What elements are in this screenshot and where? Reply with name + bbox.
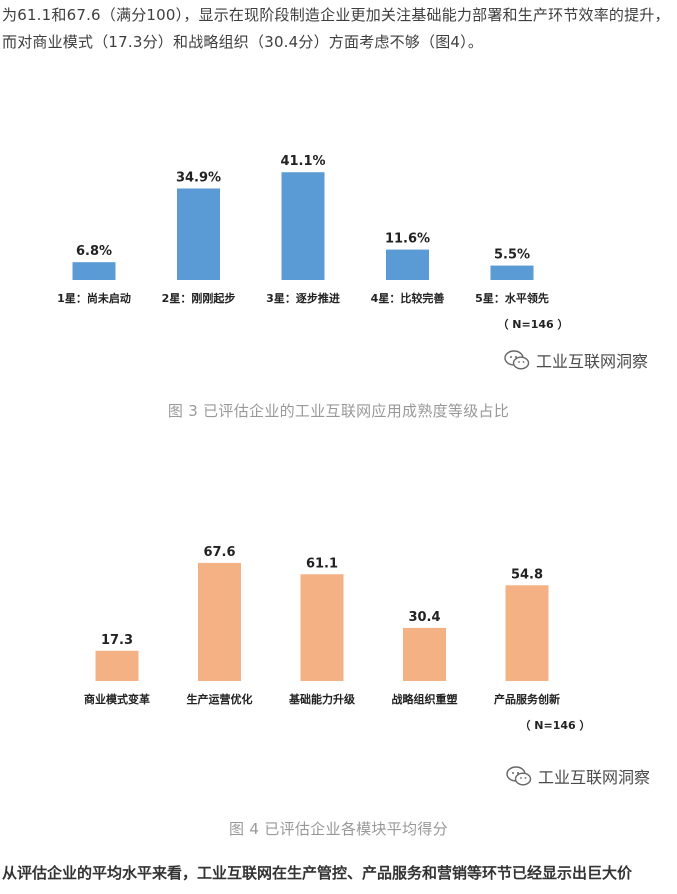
data-label: 11.6% <box>385 232 430 247</box>
category-label: 生产运营优化 <box>187 692 253 706</box>
chart-bar <box>490 265 534 280</box>
chart-bar <box>403 627 446 681</box>
chart-bar <box>300 574 344 681</box>
category-label: 1星：尚未启动 <box>57 291 131 305</box>
category-label: 战略组织重塑 <box>392 692 458 706</box>
data-label: 54.8 <box>511 567 543 582</box>
sample-size-note: （ N=146 ） <box>497 318 568 331</box>
data-label: 17.3 <box>101 633 133 648</box>
chart-bar <box>505 585 549 681</box>
chart-bar <box>281 172 325 280</box>
watermark-figure-3: 工业互联网洞察 <box>504 348 648 372</box>
data-label: 30.4 <box>408 610 440 625</box>
figure-4-caption: 图 4 已评估企业各模块平均得分 <box>229 820 448 838</box>
bottom-paragraph: 从评估企业的平均水平来看，工业互联网在生产管控、产品服务和营销等环节已经显示出巨… <box>2 864 633 882</box>
category-label: 商业模式变革 <box>84 692 150 706</box>
top-paragraph: 为61.1和67.6（满分100），显示在现阶段制造企业更加关注基础能力部署和生… <box>2 6 670 51</box>
watermark-text: 工业互联网洞察 <box>536 352 649 371</box>
data-label: 41.1% <box>280 154 325 169</box>
watermark-text: 工业互联网洞察 <box>538 768 651 787</box>
category-label: 2星：刚刚起步 <box>162 291 236 305</box>
chart-3-maturity-levels: 6.8% 1星：尚未启动 34.9% 2星：刚刚起步 41.1% 3星：逐步推进 11.6%… <box>57 154 568 331</box>
data-label: 6.8% <box>76 244 112 259</box>
figure-3: 6.8% 1星：尚未启动 34.9% 2星：刚刚起步 41.1% 3星：逐步推进 11.6%… <box>0 120 677 440</box>
category-label: 5星：水平领先 <box>475 291 549 305</box>
wechat-icon <box>504 350 530 370</box>
chart-bar <box>198 562 241 681</box>
data-label: 5.5% <box>494 248 530 263</box>
chart-4-module-scores: 17.3 商业模式变革 67.6 生产运营优化 61.1 基础能力升级 30.4 战略组织重塑… <box>84 545 591 732</box>
chart-bar <box>386 249 429 280</box>
chart-bar <box>95 650 139 681</box>
figure-3-caption: 图 3 已评估企业的工业互联网应用成熟度等级占比 <box>167 402 510 420</box>
category-label: 4星：比较完善 <box>371 291 445 305</box>
chart-bar <box>72 262 116 280</box>
watermark-figure-4: 工业互联网洞察 <box>506 764 650 788</box>
figure-4: 17.3 商业模式变革 67.6 生产运营优化 61.1 基础能力升级 30.4 战略组织重塑… <box>0 530 677 850</box>
data-label: 61.1 <box>306 556 338 571</box>
category-label: 3星：逐步推进 <box>266 291 340 305</box>
category-label: 产品服务创新 <box>494 692 560 706</box>
category-label: 基础能力升级 <box>288 692 356 706</box>
data-label: 34.9% <box>176 170 221 185</box>
data-label: 67.6 <box>203 545 235 560</box>
wechat-icon <box>506 766 532 786</box>
chart-bar <box>177 188 220 280</box>
sample-size-note: （ N=146 ） <box>519 719 590 732</box>
